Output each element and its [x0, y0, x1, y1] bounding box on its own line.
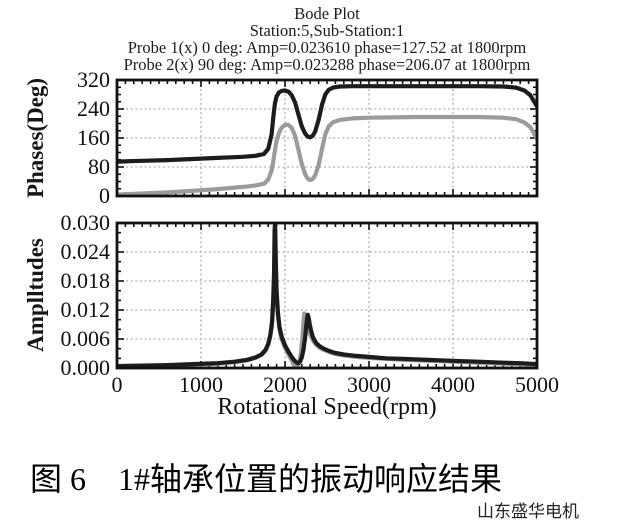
x-tick-label: 0 — [111, 372, 123, 397]
phase-curve-1 — [117, 84, 537, 164]
phase-y-tick-label: 160 — [77, 125, 110, 150]
amplitude-y-tick-label: 0.030 — [60, 210, 111, 235]
amplitude-y-tick-label: 0.012 — [60, 297, 111, 322]
phase-y-tick-label: 0 — [99, 183, 110, 208]
probe2-readout: Probe 2(x) 90 deg: Amp=0.023288 phase=20… — [123, 55, 531, 74]
chart-title-block: Bode Plot Station:5,Sub-Station:1 Probe … — [117, 5, 537, 73]
x-tick-label: 5000 — [515, 372, 559, 397]
amplitude-curve-2 — [117, 230, 537, 368]
x-tick-label: 2000 — [263, 372, 307, 397]
x-tick-label: 3000 — [347, 372, 391, 397]
amplitude-y-tick-label: 0.000 — [60, 355, 111, 380]
x-axis-label: Rotational Speed(rpm) — [217, 394, 437, 420]
amplitude-y-tick-label: 0.018 — [60, 268, 111, 293]
chart-subtitle: Station:5,Sub-Station:1 — [249, 21, 405, 40]
phase-y-tick-label: 320 — [77, 67, 110, 92]
watermark-text: 山东盛华电机 — [477, 502, 579, 521]
amplitude-y-tick-label: 0.006 — [60, 326, 111, 351]
chart-title: Bode Plot — [294, 4, 360, 23]
x-tick-label: 4000 — [431, 372, 475, 397]
phase-y-tick-label: 240 — [77, 96, 110, 121]
amplitude-y-tick-label: 0.024 — [60, 239, 111, 264]
amplitude-curve-1 — [117, 223, 537, 368]
figure-caption: 图 6 1#轴承位置的振动响应结果 — [30, 461, 503, 497]
phase-curve-2 — [117, 114, 537, 196]
x-tick-label: 1000 — [179, 372, 223, 397]
phase-y-tick-label: 80 — [88, 154, 110, 179]
probe1-readout: Probe 1(x) 0 deg: Amp=0.023610 phase=127… — [127, 38, 527, 57]
